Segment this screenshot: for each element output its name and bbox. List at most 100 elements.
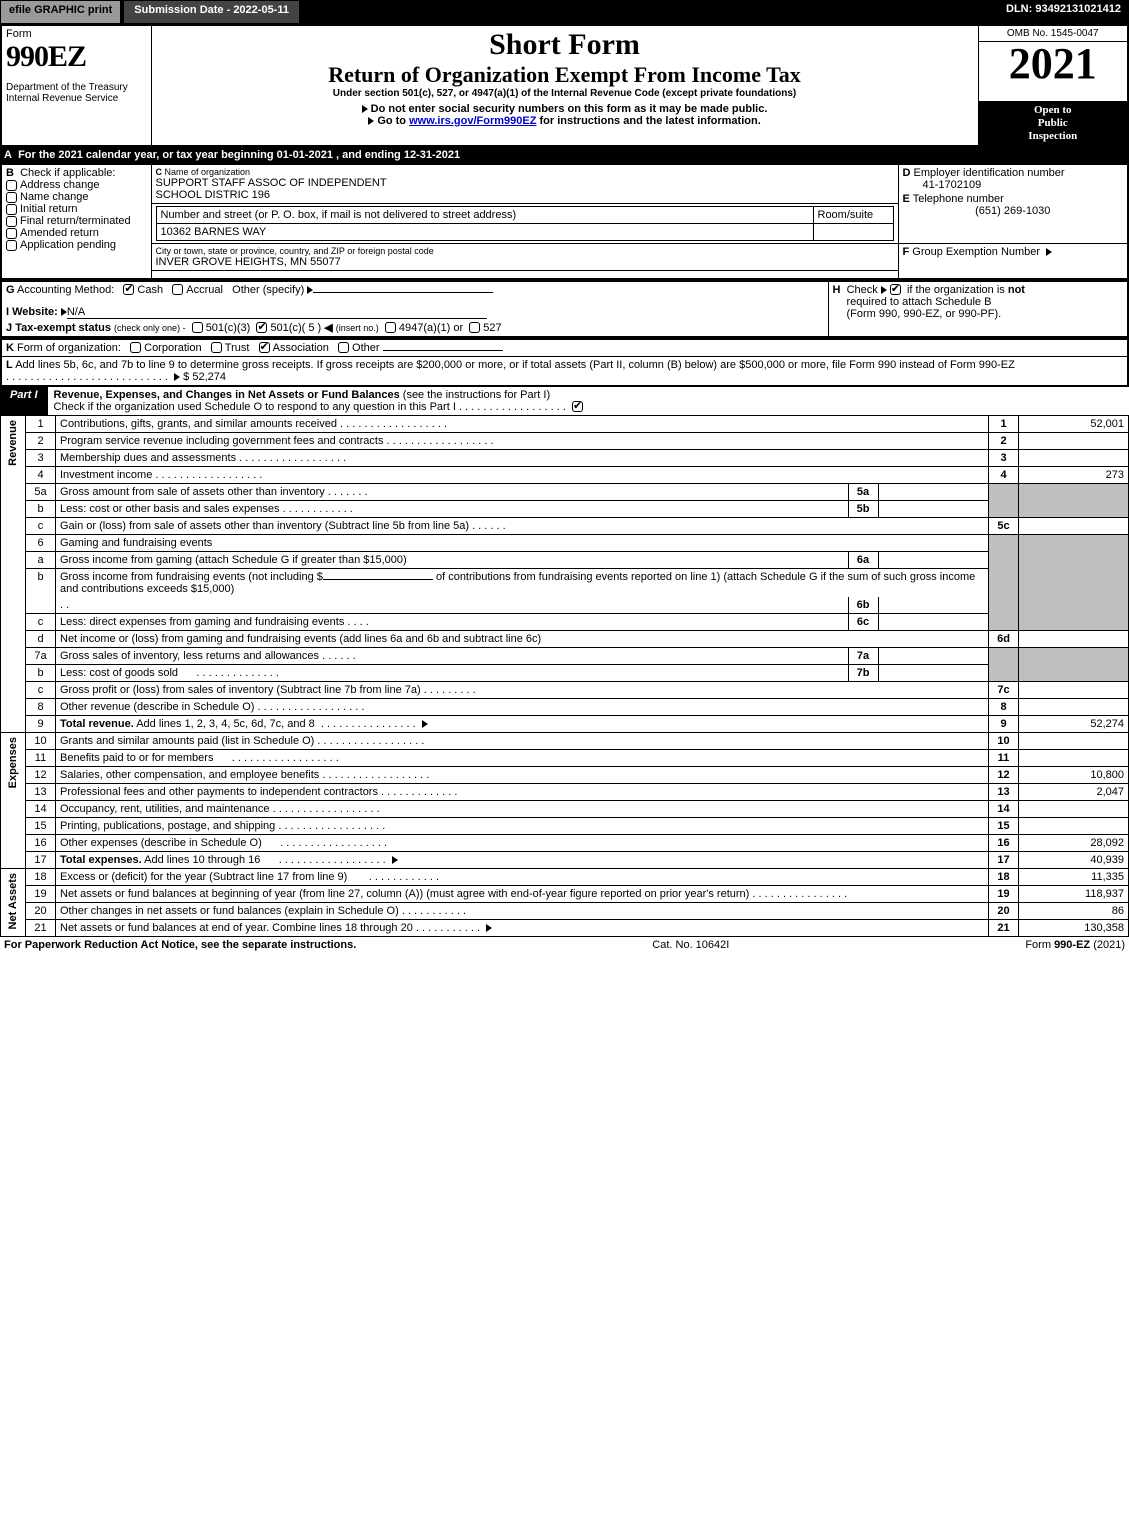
ln-4-amt: 273 <box>1019 466 1129 483</box>
revenue-side-label: Revenue <box>5 418 21 468</box>
city-state-zip: INVER GROVE HEIGHTS, MN 55077 <box>156 256 894 268</box>
line-i: I Website: N/A <box>6 306 824 319</box>
ln-6b-text: Gross income from fundraising events (no… <box>56 568 989 613</box>
ln-3-col: 3 <box>989 449 1019 466</box>
chk-4947[interactable] <box>385 322 396 333</box>
part-i-table: Revenue 1 Contributions, gifts, grants, … <box>0 415 1129 937</box>
ln-3-amt <box>1019 449 1129 466</box>
ln-5b-text: Less: cost or other basis and sales expe… <box>56 500 989 517</box>
ln-15-amt <box>1019 817 1129 834</box>
ln-20-text: Other changes in net assets or fund bala… <box>56 902 989 919</box>
tax-year: 2021 <box>979 42 1128 86</box>
chk-initial-return[interactable]: Initial return <box>6 203 147 215</box>
part-i-header: Part I Revenue, Expenses, and Changes in… <box>0 387 1129 415</box>
ln-6c-inner-col: 6c <box>848 614 878 630</box>
form-ref: Form 990-EZ (2021) <box>1025 939 1125 951</box>
chk-527[interactable] <box>469 322 480 333</box>
ln-16-text: Other expenses (describe in Schedule O) <box>56 834 989 851</box>
ln-2-col: 2 <box>989 432 1019 449</box>
chk-name-change[interactable]: Name change <box>6 191 147 203</box>
ln-1-col: 1 <box>989 415 1019 432</box>
street-address: 10362 BARNES WAY <box>156 224 813 241</box>
line-g: G Accounting Method: Cash Accrual Other … <box>6 284 824 296</box>
ln-6b-num: b <box>26 568 56 613</box>
ln-21-text: Net assets or fund balances at end of ye… <box>56 919 989 936</box>
ln-6c-text: Less: direct expenses from gaming and fu… <box>56 613 989 630</box>
ln-15-text: Printing, publications, postage, and shi… <box>56 817 989 834</box>
chk-cash[interactable] <box>123 284 134 295</box>
ln-11-num: 11 <box>26 749 56 766</box>
ln-11-amt <box>1019 749 1129 766</box>
irs-link[interactable]: www.irs.gov/Form990EZ <box>409 115 536 127</box>
short-form-title: Short Form <box>156 28 974 62</box>
form-number: 990EZ <box>6 40 147 74</box>
chk-schedule-b[interactable] <box>890 284 901 295</box>
ln-20-num: 20 <box>26 902 56 919</box>
efile-print-button[interactable]: efile GRAPHIC print <box>0 0 121 24</box>
ln-20-col: 20 <box>989 902 1019 919</box>
chk-amended-return[interactable]: Amended return <box>6 227 147 239</box>
triangle-icon <box>486 924 492 932</box>
chk-final-return[interactable]: Final return/terminated <box>6 215 147 227</box>
ln-5b-inner-col: 5b <box>848 501 878 517</box>
org-name-2: SCHOOL DISTRIC 196 <box>156 189 894 201</box>
ln-9-amt: 52,274 <box>1019 715 1129 732</box>
org-name-1: SUPPORT STAFF ASSOC OF INDEPENDENT <box>156 177 894 189</box>
ln-9-text: Total revenue. Add lines 1, 2, 3, 4, 5c,… <box>56 715 989 732</box>
triangle-icon <box>881 286 887 294</box>
chk-501c[interactable] <box>256 322 267 333</box>
ln-19-col: 19 <box>989 885 1019 902</box>
ln-5c-text: Gain or (loss) from sale of assets other… <box>56 517 989 534</box>
chk-application-pending[interactable]: Application pending <box>6 239 147 251</box>
ln-7a-text: Gross sales of inventory, less returns a… <box>56 647 989 664</box>
chk-trust[interactable] <box>211 342 222 353</box>
ln-15-col: 15 <box>989 817 1019 834</box>
ln-4-col: 4 <box>989 466 1019 483</box>
ln-8-col: 8 <box>989 698 1019 715</box>
ln-18-col: 18 <box>989 868 1019 885</box>
ln-6a-num: a <box>26 551 56 568</box>
dept-treasury: Department of the Treasury <box>6 82 147 93</box>
ln-18-amt: 11,335 <box>1019 868 1129 885</box>
ln-12-num: 12 <box>26 766 56 783</box>
line-e-label: E Telephone number <box>903 193 1124 205</box>
chk-address-change[interactable]: Address change <box>6 179 147 191</box>
form-word: Form <box>6 28 147 40</box>
ln-4-text: Investment income <box>56 466 989 483</box>
ln-16-col: 16 <box>989 834 1019 851</box>
chk-accrual[interactable] <box>172 284 183 295</box>
chk-schedule-o-part-i[interactable] <box>572 401 583 412</box>
ln-14-num: 14 <box>26 800 56 817</box>
page-footer: For Paperwork Reduction Act Notice, see … <box>0 937 1129 953</box>
line-d-label: D Employer identification number <box>903 167 1124 179</box>
ln-7b-num: b <box>26 664 56 681</box>
net-assets-side-label: Net Assets <box>5 871 21 931</box>
ln-9-col: 9 <box>989 715 1019 732</box>
ln-13-amt: 2,047 <box>1019 783 1129 800</box>
form-header: Form 990EZ Department of the Treasury In… <box>0 24 1129 147</box>
line-b-label: B Check if applicable: <box>6 167 147 179</box>
ln-17-amt: 40,939 <box>1019 851 1129 868</box>
ghij-block: G Accounting Method: Cash Accrual Other … <box>0 280 1129 338</box>
ln-1-amt: 52,001 <box>1019 415 1129 432</box>
chk-corporation[interactable] <box>130 342 141 353</box>
ln-19-num: 19 <box>26 885 56 902</box>
chk-association[interactable] <box>259 342 270 353</box>
ln-9-num: 9 <box>26 715 56 732</box>
chk-other-org[interactable] <box>338 342 349 353</box>
ln-10-num: 10 <box>26 732 56 749</box>
line-j: J Tax-exempt status (check only one) - 5… <box>6 321 824 334</box>
ln-17-text: Total expenses. Add lines 10 through 16 <box>56 851 989 868</box>
line-a: A For the 2021 calendar year, or tax yea… <box>0 147 1129 163</box>
ln-13-text: Professional fees and other payments to … <box>56 783 989 800</box>
triangle-icon <box>422 720 428 728</box>
ln-6a-text: Gross income from gaming (attach Schedul… <box>56 551 989 568</box>
gross-receipts: $ 52,274 <box>183 371 226 383</box>
ln-14-amt <box>1019 800 1129 817</box>
ln-6-text: Gaming and fundraising events <box>56 534 989 551</box>
ln-8-num: 8 <box>26 698 56 715</box>
ln-7c-amt <box>1019 681 1129 698</box>
line-k: K Form of organization: Corporation Trus… <box>6 342 1123 354</box>
ln-17-col: 17 <box>989 851 1019 868</box>
chk-501c3[interactable] <box>192 322 203 333</box>
